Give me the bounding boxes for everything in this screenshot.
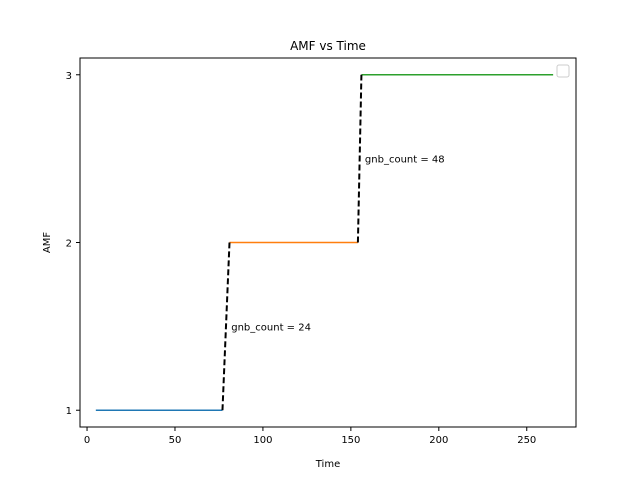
chart-title: AMF vs Time	[290, 39, 366, 53]
transition-line-1	[221, 242, 231, 411]
x-tick-label: 50	[169, 435, 182, 446]
y-tick-label: 2	[66, 239, 72, 250]
legend-box	[556, 64, 570, 78]
series-layer	[95, 74, 554, 411]
y-tick-label: 1	[66, 406, 72, 417]
y-tick-label: 3	[66, 71, 72, 82]
annotation-layer: gnb_count = 24 gnb_count = 48	[231, 155, 444, 334]
transition-line-2	[356, 74, 363, 243]
y-axis-label: AMF	[42, 232, 53, 253]
y-axis-ticks: 1 2 3	[66, 71, 80, 417]
x-tick-label: 100	[253, 435, 272, 446]
plot-frame	[79, 57, 577, 428]
x-tick-label: 250	[517, 435, 536, 446]
annotation-label: gnb_count = 48	[365, 155, 445, 166]
x-axis-label: Time	[315, 459, 340, 470]
x-axis-ticks: 0 50 100 150 200 250	[84, 427, 536, 446]
x-tick-label: 0	[84, 435, 90, 446]
transition-layer	[221, 74, 363, 411]
x-tick-label: 200	[429, 435, 448, 446]
annotation-label: gnb_count = 24	[231, 322, 311, 333]
x-tick-label: 150	[341, 435, 360, 446]
